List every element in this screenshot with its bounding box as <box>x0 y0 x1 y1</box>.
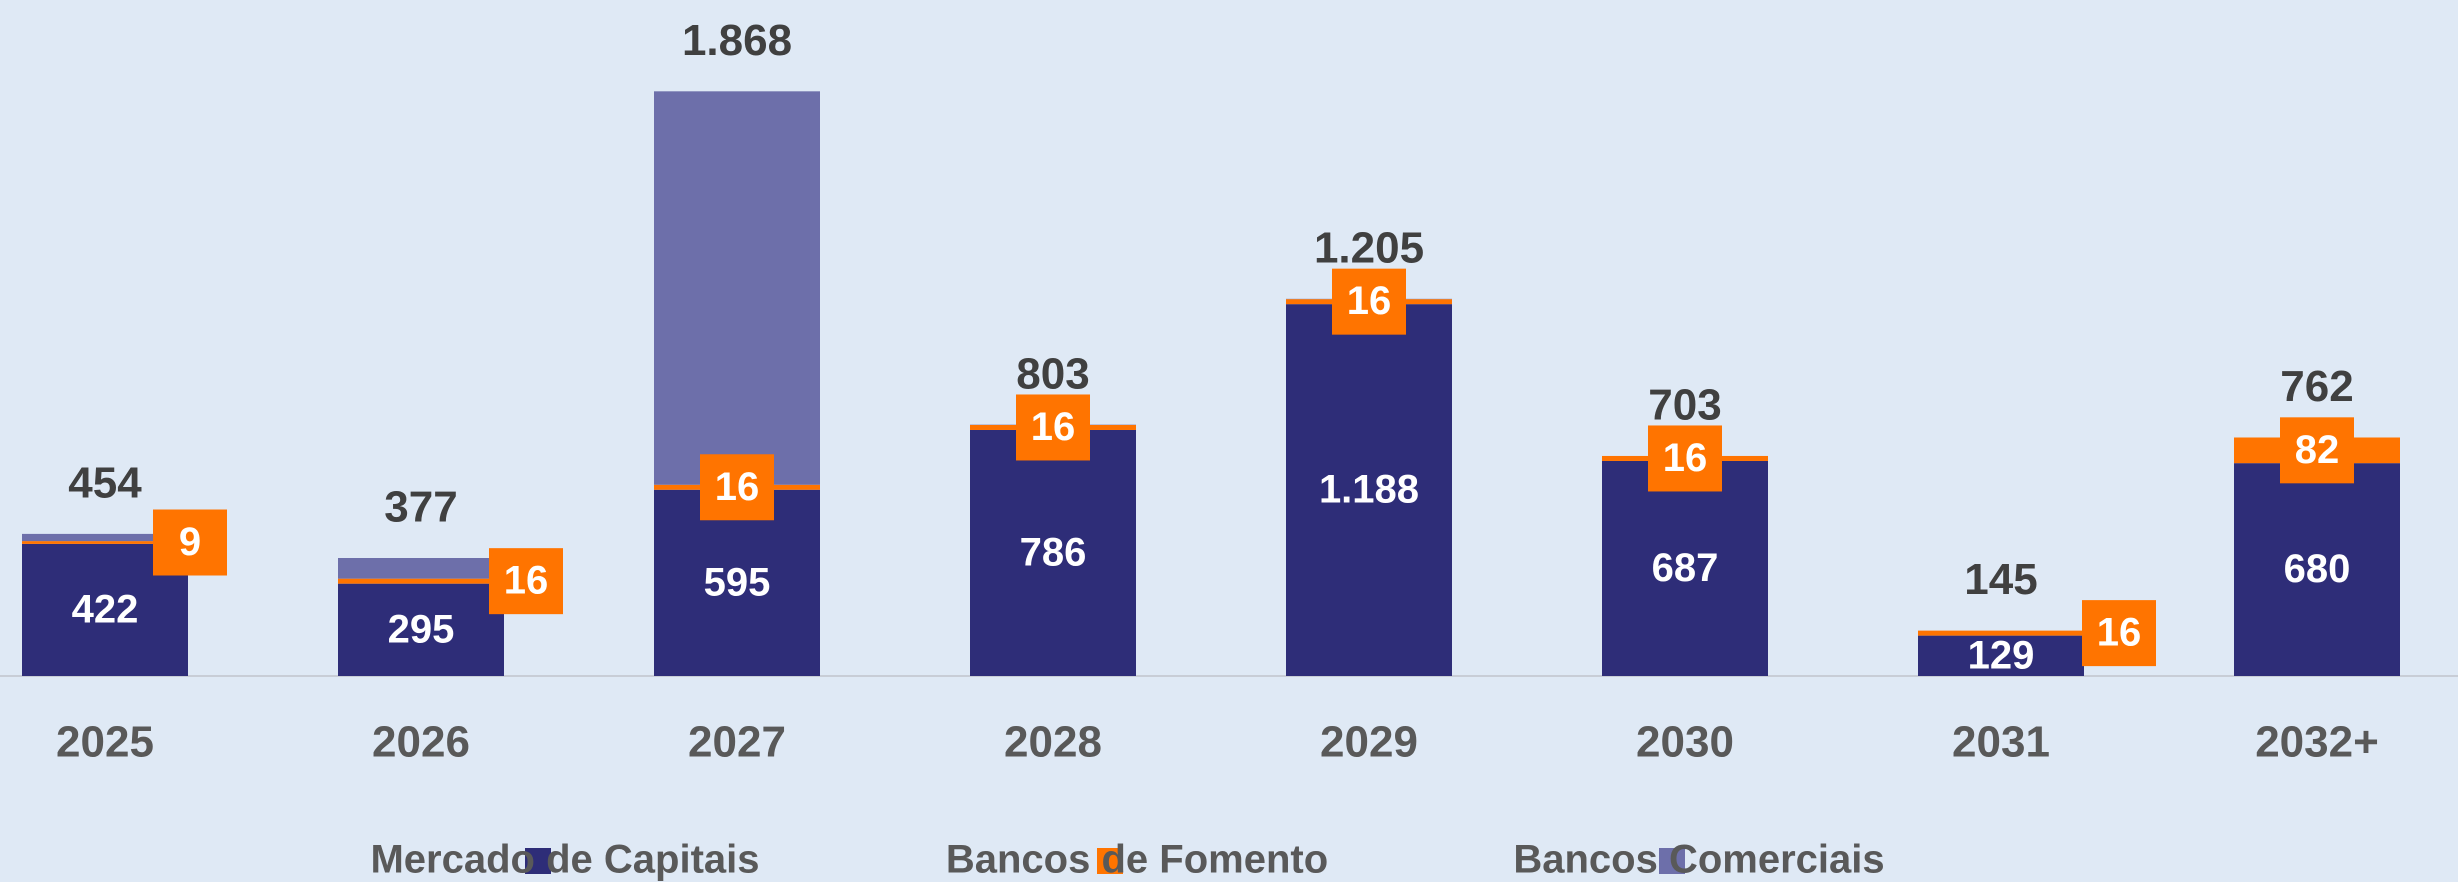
bar-segment <box>970 429 1136 676</box>
bar-segment <box>338 557 504 579</box>
x-tick-label: 2029 <box>1320 718 1418 767</box>
value-label: 16 <box>1347 279 1392 323</box>
value-label-box <box>153 509 227 576</box>
bar-segment <box>1918 630 2084 636</box>
legend-label: Bancos de Fomento <box>946 838 1328 882</box>
value-label: 16 <box>1663 436 1708 480</box>
value-label: 82 <box>2295 428 2340 472</box>
x-tick-label: 2027 <box>688 718 786 767</box>
bar-segment <box>1286 304 1452 676</box>
total-label: 1.205 <box>1314 223 1424 272</box>
bar-segment <box>2234 463 2400 676</box>
value-label: 595 <box>704 560 771 604</box>
total-label: 703 <box>1648 381 1721 430</box>
legend-swatch <box>1659 848 1685 874</box>
value-label-box <box>1332 268 1406 335</box>
total-label: 377 <box>384 483 457 532</box>
x-tick-label: 2032+ <box>2255 718 2379 767</box>
total-label: 1.868 <box>682 16 792 65</box>
value-label-box <box>2280 417 2354 484</box>
bar-segment <box>654 91 820 485</box>
legend-label: Mercado de Capitais <box>370 838 759 882</box>
x-tick-label: 2026 <box>372 718 470 767</box>
value-label-box <box>2082 600 2156 667</box>
value-label: 16 <box>715 465 760 509</box>
total-label: 454 <box>68 459 142 508</box>
bar-segment <box>654 489 820 676</box>
value-label: 16 <box>1031 405 1076 449</box>
value-label: 1.188 <box>1319 468 1419 512</box>
x-tick-label: 2031 <box>1952 718 2050 767</box>
total-label: 145 <box>1964 555 2037 604</box>
total-label: 803 <box>1016 349 1089 398</box>
value-label-box <box>1016 394 1090 461</box>
bar-segment <box>1602 460 1768 676</box>
value-label: 16 <box>2097 611 2142 655</box>
value-label-box <box>1648 425 1722 492</box>
value-label: 16 <box>504 559 549 603</box>
value-label: 295 <box>388 607 455 651</box>
total-label: 762 <box>2280 362 2353 411</box>
legend-swatch <box>525 848 551 874</box>
x-tick-label: 2025 <box>56 718 154 767</box>
bar-segment <box>22 533 188 542</box>
bar-segment <box>1918 635 2084 676</box>
value-label: 9 <box>179 520 201 564</box>
value-label: 680 <box>2284 547 2351 591</box>
value-label: 687 <box>1652 546 1719 590</box>
x-tick-label: 2028 <box>1004 718 1102 767</box>
bar-segment <box>22 541 188 544</box>
value-label-box <box>700 454 774 521</box>
value-label-box <box>489 548 563 615</box>
bar-segment <box>338 583 504 676</box>
value-label: 786 <box>1020 531 1087 575</box>
bar-segment <box>338 578 504 584</box>
x-tick-label: 2030 <box>1636 718 1734 767</box>
value-label: 422 <box>72 588 139 632</box>
value-label: 129 <box>1968 633 2035 677</box>
legend-label: Bancos Comerciais <box>1513 838 1884 882</box>
legend-swatch <box>1097 848 1123 874</box>
